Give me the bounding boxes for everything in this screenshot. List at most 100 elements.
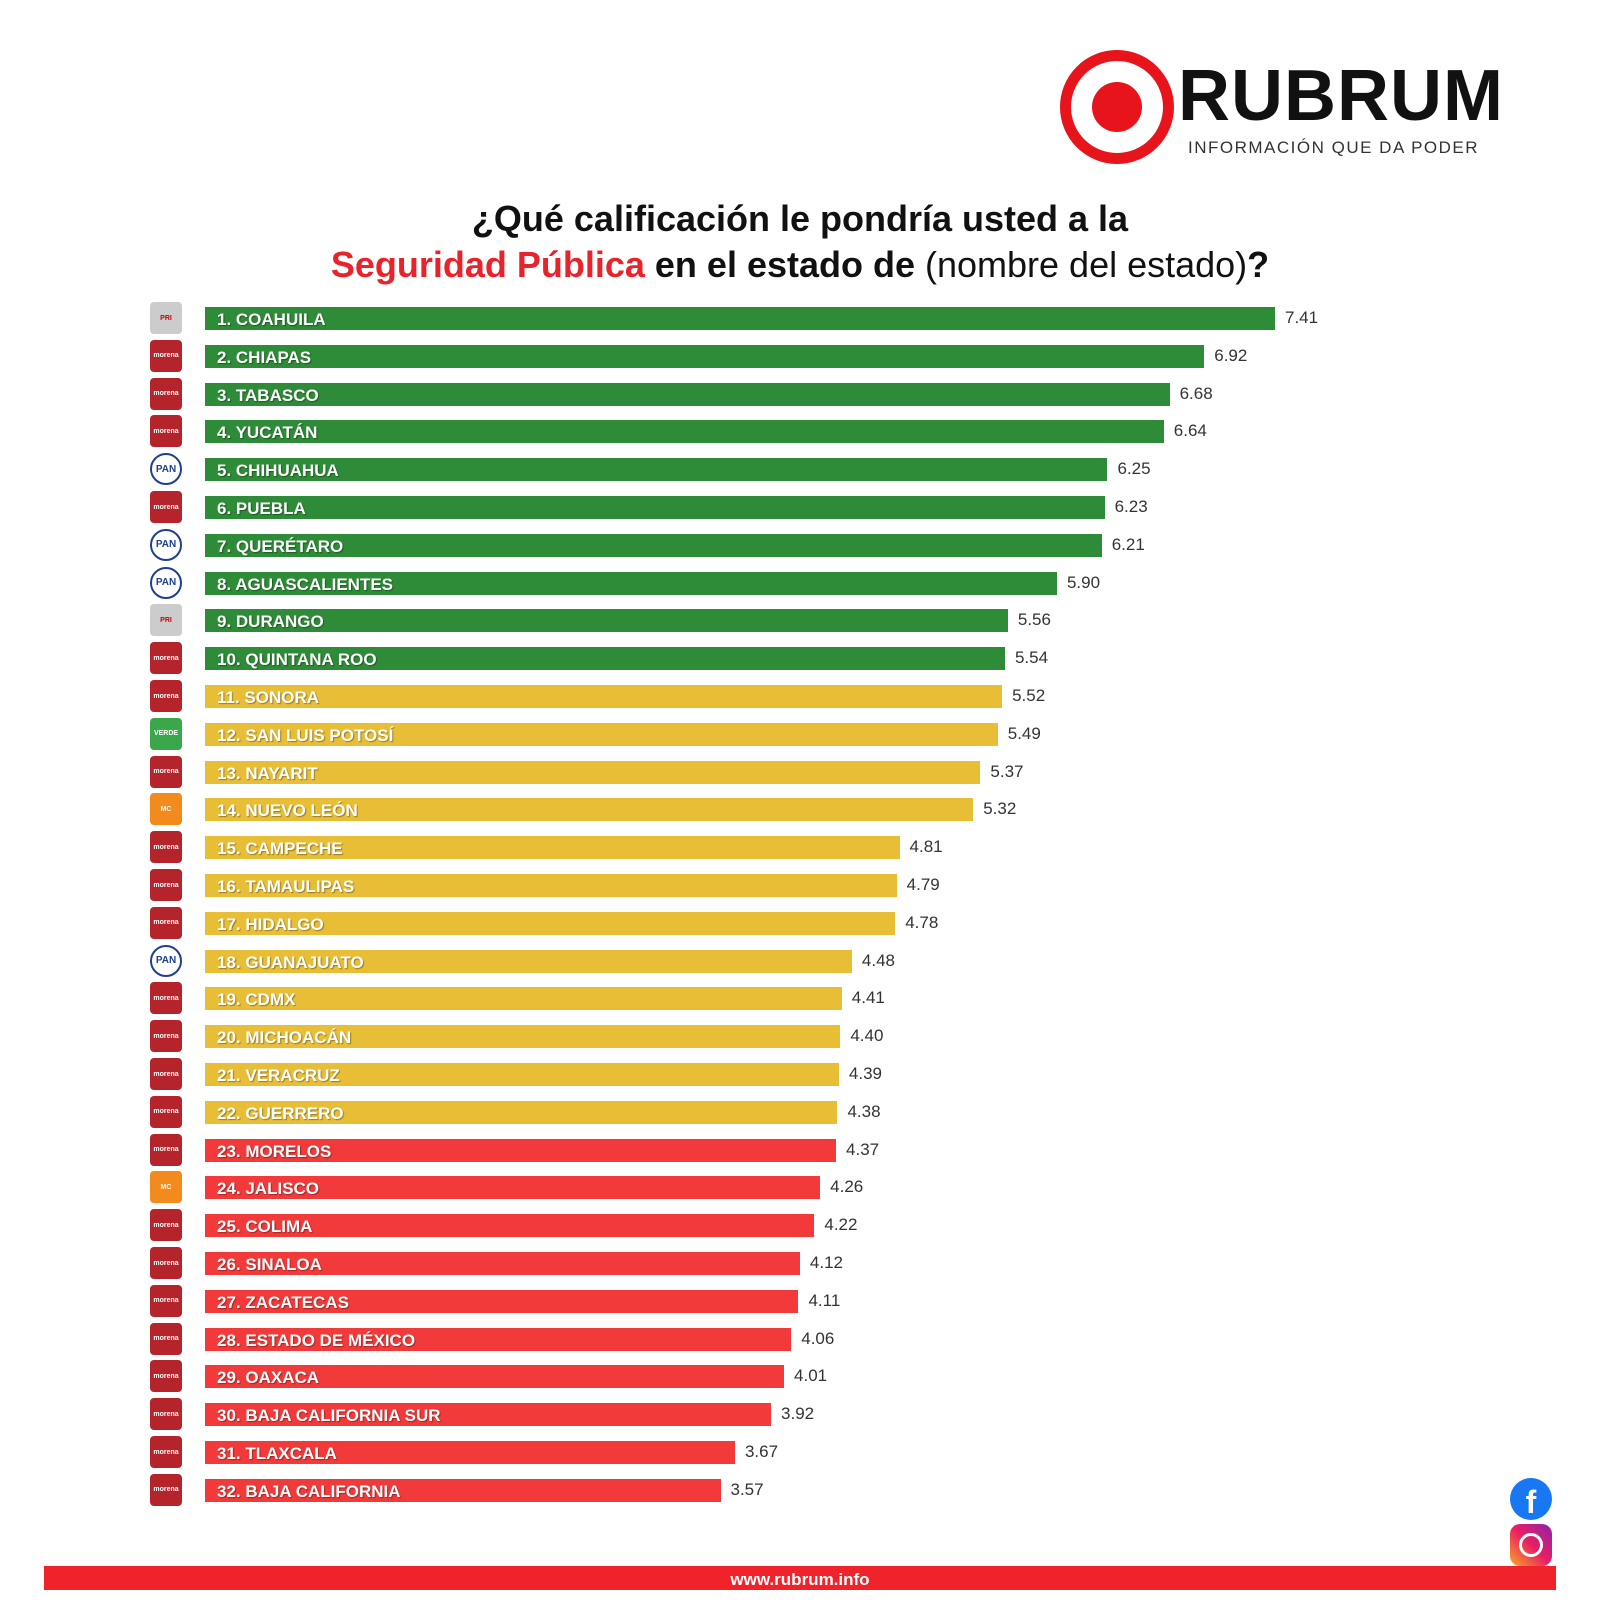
- morena-party-logo-icon: morena: [150, 491, 182, 523]
- bar-label: 6. PUEBLA: [217, 499, 306, 518]
- bar: 21. VERACRUZ: [205, 1063, 839, 1086]
- bar-value-label: 4.79: [906, 875, 940, 894]
- bar-value-label: 5.54: [1014, 648, 1049, 668]
- bar-label: 24. JALISCO: [217, 1179, 320, 1199]
- bar: 10. QUINTANA ROO: [205, 647, 1005, 671]
- bar-label: 25. COLIMA: [217, 1217, 313, 1237]
- bar: 18. GUANAJUATO: [205, 949, 852, 973]
- title-end: ?: [1247, 244, 1270, 285]
- pan-party-logo-icon: PAN: [150, 944, 182, 977]
- bar-value-label: 4.01: [794, 1366, 828, 1386]
- bar-value-label: 4.11: [808, 1290, 841, 1310]
- bar: 13. NAYARIT: [205, 760, 981, 784]
- bar: 31. TLAXCALA: [205, 1441, 735, 1464]
- bar: 9. DURANGO: [205, 609, 1008, 633]
- bar-value-label: 4.38: [847, 1101, 881, 1121]
- morena-party-logo-icon: morena: [150, 1398, 182, 1431]
- bar-value-label: 5.37: [990, 761, 1024, 781]
- bar-value-label: 6.21: [1111, 534, 1145, 554]
- bar-value-label: 4.81: [909, 837, 943, 857]
- bar-label: 17. HIDALGO: [217, 914, 324, 934]
- bar-label: 5. CHIHUAHUA: [217, 461, 339, 481]
- instagram-icon[interactable]: [1510, 1524, 1552, 1566]
- bar-label: 1. COAHUILA: [217, 310, 326, 329]
- bar-value-label: 4.06: [801, 1328, 835, 1348]
- verde-party-logo-icon: VERDE: [150, 717, 182, 750]
- morena-party-logo-icon: morena: [150, 339, 182, 372]
- morena-party-logo-icon: morena: [150, 1436, 182, 1468]
- bar-value-label: 4.12: [809, 1253, 844, 1272]
- bar: 28. ESTADO DE MÉXICO: [205, 1327, 792, 1351]
- logo-dot-icon: [1092, 82, 1142, 132]
- morena-party-logo-icon: morena: [150, 680, 182, 712]
- morena-party-logo-icon: morena: [150, 869, 182, 901]
- bar-value-label: 6.25: [1117, 459, 1151, 479]
- bar: 4. YUCATÁN: [205, 420, 1164, 444]
- bar-label: 16. TAMAULIPAS: [217, 877, 355, 896]
- bar: 6. PUEBLA: [205, 496, 1105, 519]
- morena-party-logo-icon: morena: [150, 642, 182, 675]
- bar: 26. SINALOA: [205, 1252, 800, 1275]
- title-line-1: ¿Qué calificación le pondría usted a la: [471, 198, 1129, 239]
- bar: 17. HIDALGO: [205, 911, 896, 935]
- bar: 3. TABASCO: [205, 382, 1170, 406]
- bar-value-label: 6.64: [1173, 421, 1207, 441]
- morena-party-logo-icon: morena: [150, 1133, 182, 1166]
- morena-party-logo-icon: morena: [150, 415, 182, 448]
- bar-label: 27. ZACATECAS: [217, 1292, 349, 1312]
- title-line-2: Seguridad Pública en el estado de (nombr…: [0, 242, 1600, 288]
- bar-label: 26. SINALOA: [217, 1255, 322, 1274]
- footer-url[interactable]: www.rubrum.info: [44, 1566, 1556, 1590]
- bar-value-label: 5.49: [1007, 723, 1041, 743]
- bar-value-label: 6.68: [1179, 383, 1213, 403]
- bar-value-label: 4.40: [850, 1026, 884, 1046]
- bar-value-label: 4.39: [848, 1064, 882, 1083]
- bar-label: 20. MICHOACÁN: [217, 1028, 352, 1048]
- bar: 27. ZACATECAS: [205, 1289, 799, 1313]
- bar-label: 28. ESTADO DE MÉXICO: [217, 1330, 416, 1350]
- bar: 5. CHIHUAHUA: [205, 458, 1108, 482]
- bar-label: 10. QUINTANA ROO: [217, 650, 377, 670]
- logo-wordmark: RUBRUM: [1178, 56, 1504, 136]
- bar-label: 2. CHIAPAS: [217, 347, 312, 367]
- bar: 14. NUEVO LEÓN: [205, 798, 974, 822]
- mc-party-logo-icon: MC: [150, 1171, 182, 1204]
- bar: 24. JALISCO: [205, 1176, 821, 1200]
- bar: 8. AGUASCALIENTES: [205, 571, 1057, 595]
- morena-party-logo-icon: morena: [150, 1020, 182, 1053]
- bar: 11. SONORA: [205, 685, 1003, 708]
- bar-value-label: 4.37: [846, 1139, 880, 1159]
- bar-label: 19. CDMX: [217, 990, 296, 1010]
- bar: 30. BAJA CALIFORNIA SUR: [205, 1403, 772, 1427]
- bar-label: 18. GUANAJUATO: [217, 952, 364, 972]
- rubrum-logo: RUBRUM INFORMACIÓN QUE DA PODER: [1060, 46, 1560, 168]
- bar-label: 13. NAYARIT: [217, 763, 318, 783]
- bar: 16. TAMAULIPAS: [205, 874, 897, 897]
- bar-label: 15. CAMPECHE: [217, 839, 343, 859]
- facebook-icon[interactable]: f: [1510, 1478, 1552, 1520]
- bar-label: 22. GUERRERO: [217, 1103, 344, 1123]
- morena-party-logo-icon: morena: [150, 831, 182, 864]
- bar: 23. MORELOS: [205, 1138, 837, 1162]
- morena-party-logo-icon: morena: [150, 1360, 182, 1393]
- morena-party-logo-icon: morena: [150, 1284, 182, 1317]
- bar: 19. CDMX: [205, 987, 842, 1011]
- bar: 2. CHIAPAS: [205, 344, 1205, 368]
- bar: 25. COLIMA: [205, 1214, 815, 1238]
- bar-label: 7. QUERÉTARO: [217, 536, 344, 556]
- bar-label: 11. SONORA: [217, 688, 320, 707]
- bar-value-label: 3.67: [744, 1442, 779, 1461]
- mc-party-logo-icon: MC: [150, 793, 182, 826]
- bar-label: 9. DURANGO: [217, 612, 324, 632]
- bar-value-label: 5.32: [983, 799, 1017, 819]
- pri-party-logo-icon: PRI: [150, 604, 182, 637]
- bar-value-label: 5.56: [1017, 610, 1051, 630]
- bar: 22. GUERRERO: [205, 1100, 838, 1124]
- bar-label: 23. MORELOS: [217, 1141, 332, 1161]
- logo-tagline: INFORMACIÓN QUE DA PODER: [1188, 138, 1480, 157]
- morena-party-logo-icon: morena: [150, 755, 182, 788]
- morena-party-logo-icon: morena: [150, 906, 182, 939]
- bar-value-label: 5.52: [1012, 686, 1046, 705]
- bar-value-label: 3.57: [730, 1479, 764, 1499]
